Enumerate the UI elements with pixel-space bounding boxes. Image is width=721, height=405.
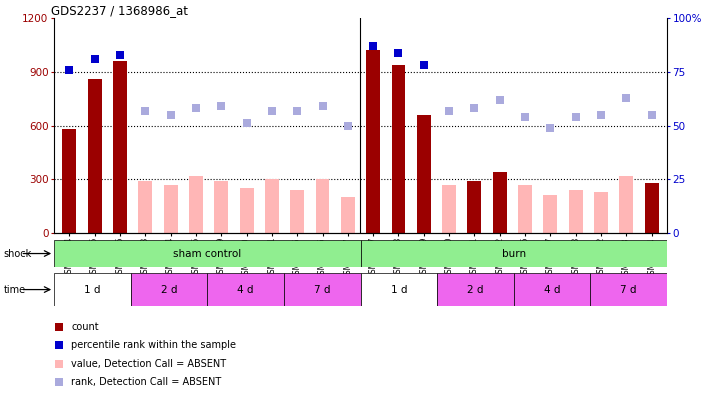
Text: percentile rank within the sample: percentile rank within the sample — [71, 340, 236, 350]
Bar — [366, 50, 380, 233]
Point — [494, 96, 505, 103]
Point — [317, 103, 328, 109]
Point — [291, 107, 303, 114]
Text: GDS2237 / 1368986_at: GDS2237 / 1368986_at — [51, 4, 188, 17]
Point — [519, 114, 531, 120]
Point — [266, 107, 278, 114]
Text: 7 d: 7 d — [314, 285, 330, 294]
Point — [53, 379, 65, 385]
Bar — [590, 273, 667, 306]
Bar — [392, 65, 405, 233]
Text: count: count — [71, 322, 99, 333]
Bar — [138, 181, 152, 233]
Bar — [645, 183, 659, 233]
Bar — [493, 172, 507, 233]
Point — [114, 51, 125, 58]
Text: 7 d: 7 d — [620, 285, 637, 294]
Bar — [284, 273, 360, 306]
Point — [544, 124, 556, 131]
Point — [443, 107, 455, 114]
Bar — [569, 190, 583, 233]
Point — [596, 111, 607, 118]
Bar — [239, 188, 254, 233]
Text: rank, Detection Call = ABSENT: rank, Detection Call = ABSENT — [71, 377, 221, 387]
Bar — [113, 61, 127, 233]
Bar — [214, 181, 228, 233]
Bar — [316, 179, 329, 233]
Point — [53, 324, 65, 330]
Bar — [291, 190, 304, 233]
Text: 4 d: 4 d — [544, 285, 560, 294]
Bar — [54, 240, 360, 267]
Text: shock: shock — [4, 249, 32, 258]
Point — [53, 360, 65, 367]
Bar — [437, 273, 513, 306]
Text: value, Detection Call = ABSENT: value, Detection Call = ABSENT — [71, 358, 226, 369]
Point — [165, 111, 177, 118]
Text: time: time — [4, 285, 26, 294]
Point — [241, 120, 252, 127]
Text: 2 d: 2 d — [467, 285, 484, 294]
Point — [89, 56, 100, 62]
Text: sham control: sham control — [173, 249, 242, 258]
Bar — [513, 273, 590, 306]
Bar — [208, 273, 284, 306]
Point — [342, 122, 353, 129]
Point — [469, 105, 480, 112]
Point — [53, 342, 65, 348]
Text: 1 d: 1 d — [84, 285, 101, 294]
Point — [570, 114, 582, 120]
Bar — [189, 176, 203, 233]
Bar — [360, 240, 667, 267]
Point — [368, 43, 379, 49]
Bar — [360, 273, 437, 306]
Bar — [62, 129, 76, 233]
Bar — [54, 273, 131, 306]
Bar — [265, 179, 279, 233]
Bar — [164, 185, 177, 233]
Text: 1 d: 1 d — [391, 285, 407, 294]
Bar — [131, 273, 208, 306]
Point — [393, 49, 404, 56]
Bar — [88, 79, 102, 233]
Bar — [544, 195, 557, 233]
Text: burn: burn — [502, 249, 526, 258]
Bar — [442, 185, 456, 233]
Bar — [619, 176, 633, 233]
Bar — [467, 181, 482, 233]
Point — [418, 62, 430, 69]
Point — [190, 105, 202, 112]
Point — [621, 94, 632, 101]
Bar — [594, 192, 608, 233]
Bar — [341, 197, 355, 233]
Point — [216, 103, 227, 109]
Text: 2 d: 2 d — [161, 285, 177, 294]
Bar — [518, 185, 532, 233]
Point — [63, 66, 75, 73]
Bar — [417, 115, 430, 233]
Point — [139, 107, 151, 114]
Text: 4 d: 4 d — [237, 285, 254, 294]
Point — [646, 111, 658, 118]
